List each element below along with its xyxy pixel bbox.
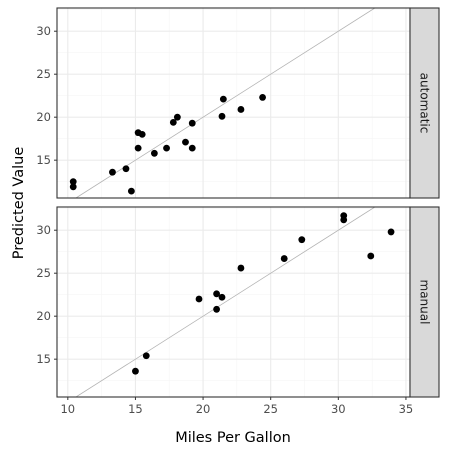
- data-point: [163, 144, 170, 152]
- data-point: [69, 183, 77, 191]
- panel-background: [57, 8, 410, 198]
- data-point: [367, 252, 375, 260]
- data-point: [134, 144, 142, 152]
- data-point: [182, 138, 189, 146]
- data-point: [218, 112, 226, 120]
- data-point: [69, 178, 77, 186]
- y-tick-label: 30: [36, 24, 51, 38]
- grid-lines: [57, 8, 410, 198]
- data-point: [132, 367, 139, 375]
- x-tick-label: 30: [331, 402, 346, 416]
- data-point: [127, 187, 135, 195]
- x-axis: 10 15 20 25 30 35: [60, 397, 413, 416]
- data-point: [122, 165, 130, 173]
- reference-line: [75, 207, 376, 397]
- x-axis-title: Miles Per Gallon: [175, 430, 291, 446]
- data-point: [213, 290, 220, 298]
- y-tick-label: 15: [36, 153, 51, 167]
- data-point: [188, 144, 196, 152]
- strip-label-manual: manual: [418, 280, 432, 325]
- x-tick-label: 35: [399, 402, 414, 416]
- x-tick-label: 15: [128, 402, 143, 416]
- y-tick-label: 30: [36, 223, 51, 237]
- panel-manual: 15 20 25 30 manual: [36, 206, 440, 398]
- data-point: [173, 113, 181, 121]
- strip-label-automatic: automatic: [418, 73, 432, 134]
- y-tick-label: 20: [36, 309, 51, 323]
- data-points: [69, 94, 266, 195]
- data-point: [219, 95, 227, 103]
- x-tick-label: 20: [196, 402, 211, 416]
- strip-background: [409, 7, 440, 199]
- data-point: [195, 295, 203, 303]
- x-tick-label: 10: [60, 402, 75, 416]
- y-tick-label: 15: [36, 352, 51, 366]
- panel-background: [57, 207, 410, 397]
- data-point: [188, 119, 196, 127]
- data-point: [142, 352, 150, 360]
- y-tick-label: 25: [36, 266, 51, 280]
- data-point: [387, 228, 395, 236]
- data-point: [237, 106, 245, 113]
- y-tick-label: 25: [36, 67, 51, 81]
- y-axis-title: Predicted Value: [11, 147, 27, 260]
- data-point: [109, 168, 116, 176]
- data-point: [298, 236, 306, 244]
- data-point: [280, 255, 288, 262]
- strip-background: [409, 206, 440, 398]
- data-points: [132, 212, 395, 375]
- data-point: [138, 130, 146, 138]
- chart-panels: 15 20 25 30 automatic 15 20 25 30 manual: [36, 7, 440, 398]
- data-point: [340, 212, 348, 219]
- panel-automatic: 15 20 25 30 automatic: [36, 7, 440, 199]
- data-point: [237, 264, 245, 272]
- y-tick-label: 20: [36, 110, 51, 124]
- data-point: [213, 305, 220, 313]
- data-point: [259, 94, 266, 101]
- data-point: [169, 118, 177, 126]
- data-point: [150, 149, 158, 157]
- grid-lines: [57, 207, 410, 397]
- x-tick-label: 25: [263, 402, 278, 416]
- data-point: [218, 293, 226, 301]
